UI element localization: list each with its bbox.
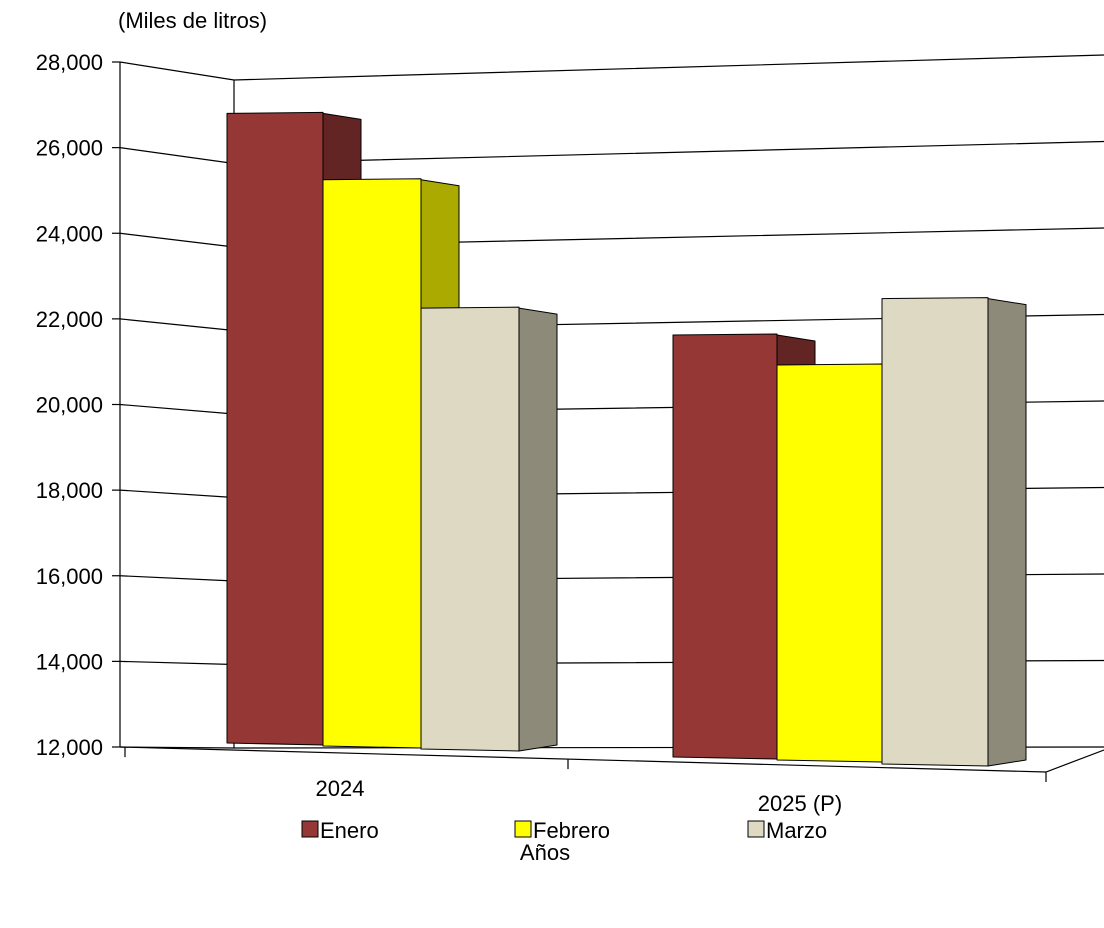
legend-swatch xyxy=(514,820,532,838)
bar xyxy=(322,178,422,749)
legend-label: Marzo xyxy=(766,818,827,843)
y-tick-label: 20,000 xyxy=(36,393,103,418)
bar xyxy=(420,306,520,752)
bar-side xyxy=(987,298,1027,767)
y-tick-labels: 12,000 14,000 16,000 18,000 20,000 22,000 24,0… xyxy=(36,50,103,760)
bar xyxy=(881,297,989,767)
unit-label: (Miles de litros) xyxy=(118,8,267,33)
legend: Enero Febrero Marzo xyxy=(301,818,827,843)
y-tick-label: 18,000 xyxy=(36,478,103,503)
gridline xyxy=(119,54,1104,81)
x-axis-title: Años xyxy=(520,840,570,865)
x-tick-label: 2024 xyxy=(316,776,365,801)
y-tick-label: 12,000 xyxy=(36,735,103,760)
legend-swatch xyxy=(301,820,319,838)
bars xyxy=(226,111,1027,767)
legend-swatch xyxy=(747,820,765,838)
bar xyxy=(776,363,883,763)
x-tick-label: 2025 (P) xyxy=(758,791,842,816)
y-tick-label: 28,000 xyxy=(36,50,103,75)
legend-label: Enero xyxy=(320,818,379,843)
bar-side xyxy=(518,307,558,752)
legend-label: Febrero xyxy=(533,818,610,843)
y-tick-label: 26,000 xyxy=(36,136,103,161)
y-tick-label: 16,000 xyxy=(36,564,103,589)
y-tick-label: 14,000 xyxy=(36,649,103,674)
y-tick-label: 24,000 xyxy=(36,221,103,246)
x-tick-labels: 2024 2025 (P) xyxy=(316,776,843,816)
bar xyxy=(672,333,778,760)
bar xyxy=(226,111,324,746)
y-tick-label: 22,000 xyxy=(36,307,103,332)
